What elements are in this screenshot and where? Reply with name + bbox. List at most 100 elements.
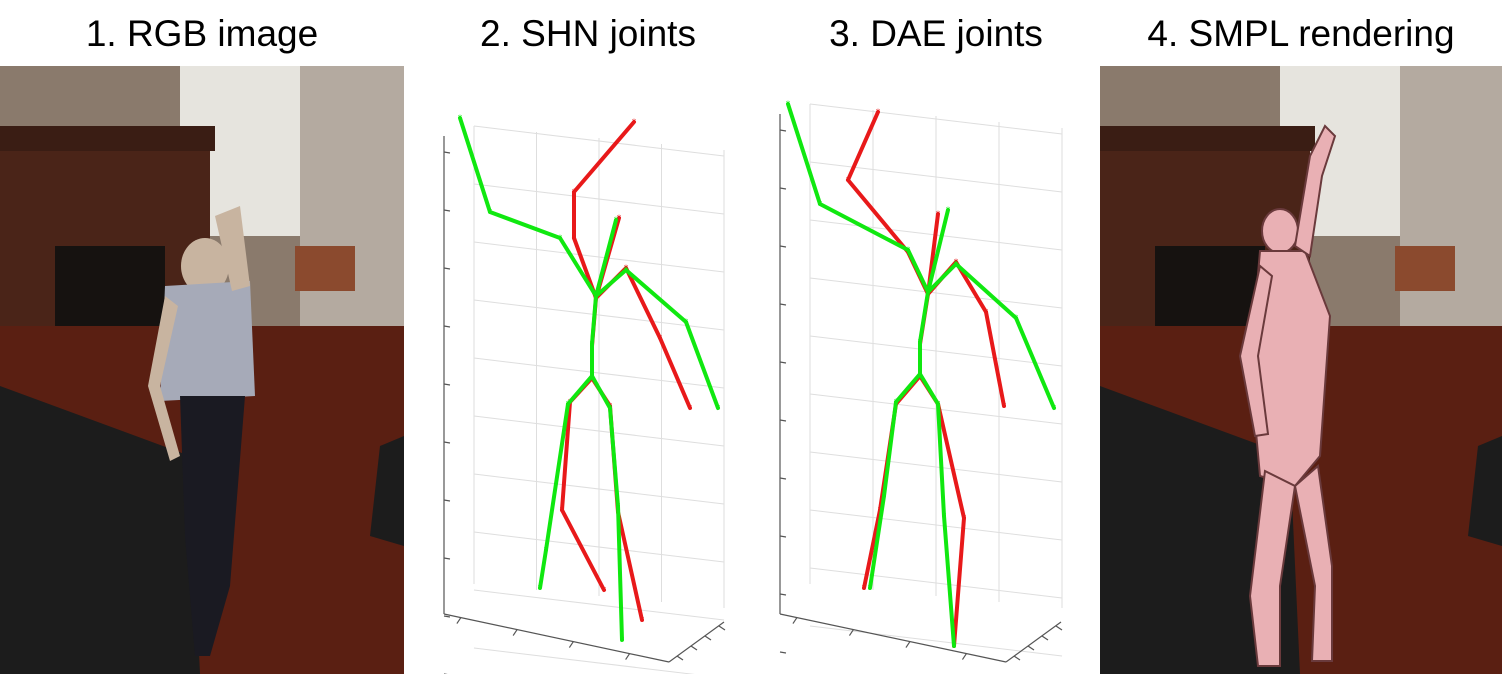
z-tick	[443, 151, 451, 154]
y-tick	[704, 635, 712, 641]
bone	[608, 406, 620, 508]
bone	[918, 290, 930, 344]
bone	[936, 402, 946, 518]
bone	[560, 508, 606, 592]
bone	[882, 400, 898, 498]
joint-marker: *	[602, 586, 607, 596]
panel-title: 2. SHN joints	[480, 13, 696, 54]
joint-marker: *	[942, 512, 947, 522]
grid-line	[473, 589, 725, 621]
bone	[894, 372, 922, 404]
bone	[558, 236, 598, 298]
joint-marker: *	[560, 506, 565, 516]
x-tick	[456, 617, 462, 624]
panel-title: 1. RGB image	[85, 13, 319, 54]
smpl-photo	[1100, 66, 1502, 674]
joint-marker: *	[608, 404, 613, 414]
bone	[952, 516, 966, 648]
bone	[818, 202, 910, 252]
skeleton-gt: * * * * * * * * * * * * * * * *	[458, 114, 721, 646]
joint-marker: *	[566, 400, 571, 410]
joint-marker: *	[658, 334, 663, 344]
rgb-photo	[0, 66, 404, 674]
skeleton-pred: ****************	[846, 108, 1007, 652]
joint-marker: *	[617, 214, 622, 224]
z-tick	[443, 209, 451, 212]
skeleton-plot: ********************************	[404, 66, 772, 674]
joint-marker: *	[818, 200, 823, 210]
bone	[658, 336, 692, 410]
bone	[984, 310, 1006, 408]
joint-marker: *	[684, 318, 689, 328]
z-tick	[779, 593, 787, 596]
z-tick	[779, 419, 787, 422]
z-tick	[779, 477, 787, 480]
bone	[544, 402, 570, 552]
joint-marker: *	[882, 492, 887, 502]
bone	[926, 262, 958, 294]
joint-marker: *	[1014, 314, 1019, 324]
joint-marker: *	[616, 502, 621, 512]
skeleton-plot: ********************************	[772, 66, 1100, 674]
bone	[918, 372, 940, 406]
joint-marker: *	[918, 338, 923, 348]
skeleton-gt: ****************	[786, 100, 1057, 652]
panel-title: 3. DAE joints	[829, 13, 1043, 54]
z-tick	[443, 499, 451, 502]
joint-marker: *	[926, 288, 931, 298]
joint-marker: *	[614, 216, 619, 226]
z-tick	[443, 267, 451, 270]
bone	[616, 510, 644, 622]
bone	[926, 208, 950, 294]
joint-marker: *	[918, 370, 923, 380]
joint-marker: *	[688, 404, 693, 414]
bone	[862, 508, 882, 590]
joint-marker: *	[984, 308, 989, 318]
joint-marker: *	[458, 114, 463, 124]
joint-marker: *	[1052, 404, 1057, 414]
x-tick	[905, 641, 911, 648]
bone	[954, 262, 1018, 320]
z-tick	[443, 441, 451, 444]
joint-marker: *	[906, 246, 911, 256]
bone	[458, 116, 492, 214]
joint-marker: *	[1002, 402, 1007, 412]
joint-marker: *	[952, 642, 957, 652]
joint-marker: *	[954, 260, 959, 270]
bone	[590, 374, 612, 410]
joint-marker: *	[590, 340, 595, 350]
z-tick	[779, 535, 787, 538]
joint-marker: *	[936, 210, 941, 220]
x-tick	[848, 629, 854, 636]
x-axis	[779, 613, 1007, 663]
joint-marker: *	[716, 404, 721, 414]
grid-line	[809, 625, 1063, 657]
bone	[868, 494, 886, 590]
bone	[594, 218, 618, 298]
joint-marker: *	[876, 108, 881, 118]
z-tick	[779, 361, 787, 364]
x-tick	[792, 617, 798, 624]
joint-marker: *	[862, 584, 867, 594]
z-tick	[443, 383, 451, 386]
bone	[846, 110, 880, 182]
smpl-body-mesh	[1238, 124, 1337, 667]
z-tick	[779, 303, 787, 306]
z-tick	[443, 557, 451, 560]
bone	[572, 120, 636, 194]
panel-smpl-rendering: 4. SMPL rendering	[1100, 0, 1502, 674]
joint-marker: *	[538, 584, 543, 594]
axes-grid	[443, 125, 726, 674]
y-tick	[1027, 645, 1035, 651]
panel-rgb-image: 1. RGB image	[0, 0, 404, 674]
grid-line	[473, 647, 695, 674]
joint-marker: *	[544, 546, 549, 556]
y-tick	[1013, 655, 1021, 661]
joint-marker: *	[620, 636, 625, 646]
y-tick	[1055, 625, 1063, 631]
y-tick	[690, 645, 698, 651]
joint-marker: *	[868, 584, 873, 594]
joint-marker: *	[640, 616, 645, 626]
panel-title: 4. SMPL rendering	[1147, 13, 1455, 54]
z-tick	[443, 325, 451, 328]
